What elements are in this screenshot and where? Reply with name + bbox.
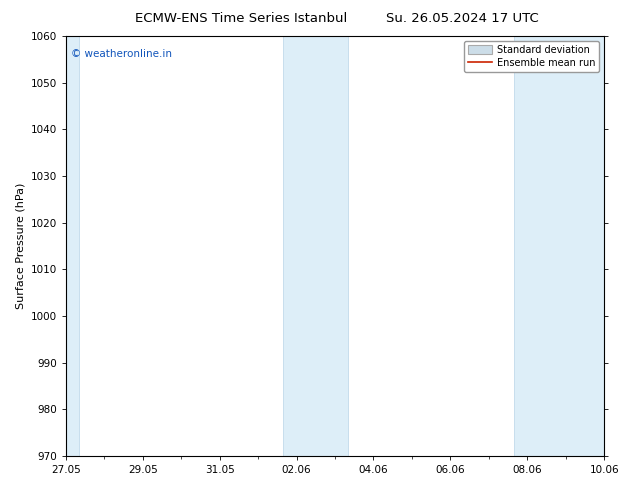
Y-axis label: Surface Pressure (hPa): Surface Pressure (hPa) bbox=[15, 183, 25, 309]
Bar bbox=[514, 36, 604, 456]
Text: ECMW-ENS Time Series Istanbul: ECMW-ENS Time Series Istanbul bbox=[135, 12, 347, 25]
Bar bbox=[283, 36, 349, 456]
Text: Su. 26.05.2024 17 UTC: Su. 26.05.2024 17 UTC bbox=[387, 12, 539, 25]
Legend: Standard deviation, Ensemble mean run: Standard deviation, Ensemble mean run bbox=[464, 41, 599, 72]
Bar bbox=[66, 36, 79, 456]
Text: © weatheronline.in: © weatheronline.in bbox=[71, 49, 172, 59]
